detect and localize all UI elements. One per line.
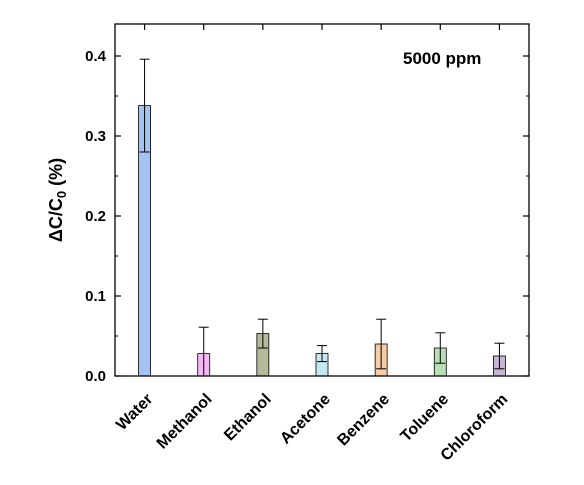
y-axis-title: ΔC/C0 (%) [46, 158, 69, 242]
y-axis-title-main: ΔC/C [46, 198, 66, 242]
y-tick-label: 0.4 [85, 48, 107, 65]
concentration-annotation: 5000 ppm [403, 49, 481, 68]
y-tick-label: 0.0 [85, 368, 106, 385]
y-tick-label: 0.2 [85, 208, 106, 225]
x-category-label: Methanol [154, 391, 216, 453]
x-category-label: Toluene [398, 391, 453, 446]
x-category-label: Water [113, 391, 156, 434]
y-tick-label: 0.1 [85, 288, 106, 305]
x-category-label: Ethanol [221, 391, 275, 445]
x-category-label: Benzene [334, 391, 393, 450]
y-axis-title-unit: (%) [46, 158, 66, 191]
x-category-label: Acetone [277, 391, 334, 448]
y-axis-title-subscript: 0 [54, 191, 69, 198]
y-tick-label: 0.3 [85, 128, 106, 145]
plot-frame [114, 23, 530, 377]
